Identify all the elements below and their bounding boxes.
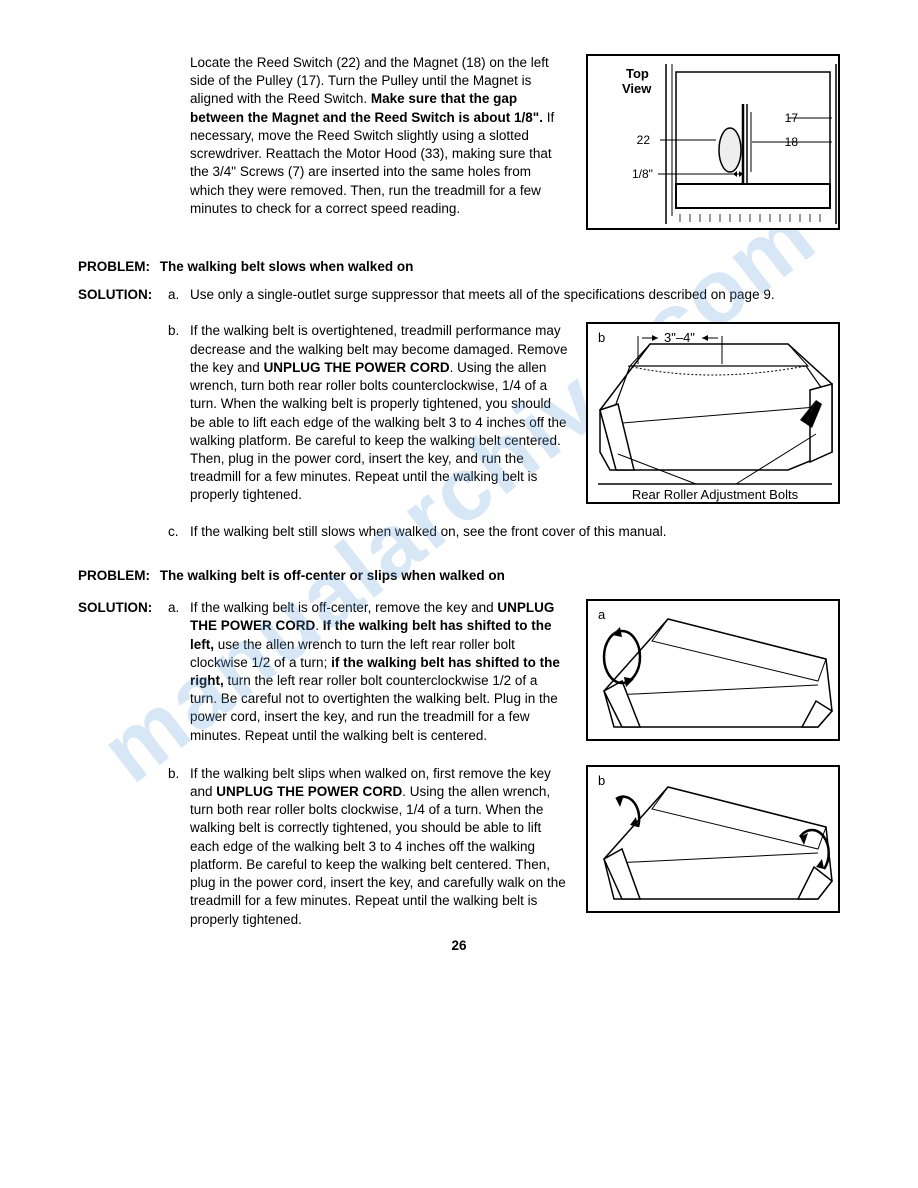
diagram2-caption: Rear Roller Adjustment Bolts: [632, 487, 799, 502]
page-number: 26: [0, 937, 918, 955]
diagram2-measure: 3"–4": [664, 330, 695, 345]
solution-marker: a.: [168, 286, 190, 304]
problem-1: PROBLEM: The walking belt slows when wal…: [78, 258, 840, 276]
diagram-slip-b: b: [586, 765, 840, 913]
intro-section: Locate the Reed Switch (22) and the Magn…: [78, 54, 840, 230]
svg-text:View: View: [622, 81, 652, 96]
diagram1-label-22: 22: [637, 133, 651, 147]
solution-marker: c.: [168, 523, 190, 541]
intro-text: Locate the Reed Switch (22) and the Magn…: [190, 54, 568, 230]
diagram1-title: Top: [626, 66, 649, 81]
solution-marker: b.: [168, 765, 190, 929]
problem-label: PROBLEM:: [78, 568, 150, 583]
diagram-offcenter-a: a: [586, 599, 840, 741]
solution-1c-text: If the walking belt still slows when wal…: [190, 523, 840, 541]
solution-label: SOLUTION:: [78, 599, 168, 745]
diagram1-label-17: 17: [785, 111, 799, 125]
solution-2b: b. If the walking belt slips when walked…: [78, 765, 840, 929]
diagram4-corner: b: [598, 773, 605, 788]
solution-1b: b. If the walking belt is overtightened,…: [78, 322, 840, 504]
diagram1-label-gap: 1/8": [632, 167, 653, 181]
solution-2a: SOLUTION: a. If the walking belt is off-…: [78, 599, 840, 745]
diagram1-label-18: 18: [785, 135, 799, 149]
solution-1b-text: If the walking belt is overtightened, tr…: [190, 322, 586, 504]
solution-1a-text: Use only a single-outlet surge suppresso…: [190, 286, 840, 304]
problem-2: PROBLEM: The walking belt is off-center …: [78, 567, 840, 585]
problem-label: PROBLEM:: [78, 259, 150, 274]
problem-2-text: The walking belt is off-center or slips …: [160, 568, 505, 583]
solution-2b-text: If the walking belt slips when walked on…: [190, 765, 586, 929]
diagram2-corner: b: [598, 330, 605, 345]
problem-1-text: The walking belt slows when walked on: [160, 259, 414, 274]
diagram-rear-roller: b 3"–4" Rear Roller Adjustm: [586, 322, 840, 504]
solution-label: SOLUTION:: [78, 286, 168, 304]
solution-marker: b.: [168, 322, 190, 504]
diagram3-corner: a: [598, 607, 606, 622]
diagram-top-view: Top View 17 18 22: [586, 54, 840, 230]
solution-1c: c. If the walking belt still slows when …: [78, 523, 840, 541]
solution-1a: SOLUTION: a. Use only a single-outlet su…: [78, 286, 840, 304]
solution-2a-text: If the walking belt is off-center, remov…: [190, 599, 586, 745]
intro-post: If necessary, move the Reed Switch sligh…: [190, 110, 554, 216]
solution-marker: a.: [168, 599, 190, 745]
